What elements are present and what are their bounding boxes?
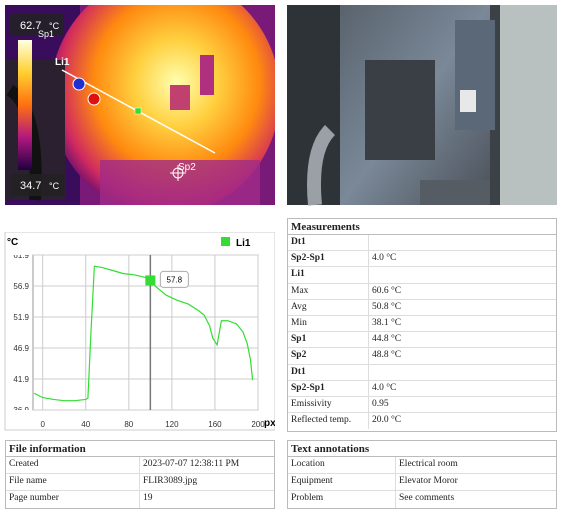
row-value: 0.95 xyxy=(372,398,389,409)
table-row: File name FLIR3089.jpg xyxy=(6,474,274,491)
table-row: Dt1 xyxy=(288,364,556,381)
legend-label: Li1 xyxy=(236,238,251,249)
table-row: Dt1 xyxy=(288,235,556,252)
table-row: Location Electrical room xyxy=(288,457,556,474)
row-label: Page number xyxy=(6,491,140,508)
table-title: File information xyxy=(6,441,274,457)
profile-line xyxy=(33,265,254,402)
x-tick-label: 200 xyxy=(251,420,265,429)
spot-label: Sp1 xyxy=(38,29,54,39)
table-row: Reflected temp. 20.0 °C xyxy=(288,413,556,430)
row-label: Sp2 xyxy=(288,348,369,364)
row-label: Sp1 xyxy=(288,332,369,348)
row-label: Avg xyxy=(288,299,369,315)
row-label: Li1 xyxy=(288,267,369,283)
x-tick-label: 80 xyxy=(124,420,133,429)
cursor-label: 57.8 xyxy=(167,275,183,284)
scale-max: 62.7 xyxy=(20,20,41,32)
table-row: Created 2023-07-07 12:38:11 PM xyxy=(6,457,274,474)
row-value: 60.6 °C xyxy=(372,285,402,296)
row-value: 19 xyxy=(143,493,153,503)
text-annotations-table: Text annotations Location Electrical room E… xyxy=(287,440,557,509)
row-label: Dt1 xyxy=(288,364,369,380)
scale-unit: °C xyxy=(49,181,60,191)
row-label: Reflected temp. xyxy=(288,413,369,430)
x-tick-label: 0 xyxy=(40,420,45,429)
table-row: Sp2-Sp1 4.0 °C xyxy=(288,251,556,268)
report-graphics: 62.7 °C 34.7 °C Sp1 Li1 Sp2 xyxy=(5,5,557,206)
table-row: Max 60.6 °C xyxy=(288,283,556,300)
spot-label: Sp2 xyxy=(178,162,196,173)
legend-swatch xyxy=(221,237,230,246)
line-label: Li1 xyxy=(55,57,70,68)
row-value: 38.1 °C xyxy=(372,317,402,328)
table-row: Sp2 48.8 °C xyxy=(288,348,556,365)
table-row: Page number 19 xyxy=(6,491,274,508)
row-value: Elevator Moror xyxy=(399,476,458,486)
x-axis-label: px xyxy=(264,418,275,429)
row-label: Max xyxy=(288,283,369,299)
y-tick-label: 36.9 xyxy=(13,406,29,415)
measurements-table: Measurements Dt1 Sp2-Sp1 4.0 °C Li1 Max 60.6 °… xyxy=(287,218,557,432)
x-tick-label: 40 xyxy=(81,420,90,429)
row-value: 48.8 °C xyxy=(372,350,402,361)
scale-unit: °C xyxy=(49,21,60,31)
y-tick-label: 56.9 xyxy=(13,282,29,291)
row-label: Problem xyxy=(288,491,396,508)
row-label: Min xyxy=(288,315,369,332)
row-label: Created xyxy=(6,457,140,473)
y-tick-label: 51.9 xyxy=(13,313,29,322)
table-row: Min 38.1 °C xyxy=(288,315,556,333)
profile-chart: °C px 36.9 41.9 46.9 51.9 56.9 61.9 0 40 80 120 16… xyxy=(4,232,275,431)
row-value: See comments xyxy=(399,493,455,503)
table-row: Equipment Elevator Moror xyxy=(288,474,556,491)
row-label: File name xyxy=(6,474,140,490)
row-label: Dt1 xyxy=(288,235,369,251)
row-value: 50.8 °C xyxy=(372,301,402,312)
row-value: Electrical room xyxy=(399,459,458,469)
table-row: Li1 xyxy=(288,267,556,284)
scale-min: 34.7 xyxy=(20,180,41,192)
table-title: Text annotations xyxy=(288,441,556,457)
thermal-image: 62.7 °C 34.7 °C Sp1 Li1 Sp2 xyxy=(5,5,275,205)
x-tick-label: 120 xyxy=(165,420,179,429)
cursor-label-box xyxy=(159,270,189,288)
row-label: Equipment xyxy=(288,474,396,490)
row-value: 44.8 °C xyxy=(372,334,402,345)
table-row: Problem See comments xyxy=(288,491,556,508)
file-information-table: File information Created 2023-07-07 12:38:… xyxy=(5,440,275,509)
row-value: 2023-07-07 12:38:11 PM xyxy=(143,459,240,469)
y-tick-label: 61.9 xyxy=(13,251,29,260)
table-row: Sp1 44.8 °C xyxy=(288,332,556,349)
x-tick-label: 160 xyxy=(208,420,222,429)
row-label: Emissivity xyxy=(288,396,369,413)
table-title: Measurements xyxy=(288,219,556,235)
row-value: 4.0 °C xyxy=(372,253,397,264)
row-value: 20.0 °C xyxy=(372,415,402,426)
row-label: Location xyxy=(288,457,396,473)
row-label: Sp2-Sp1 xyxy=(288,380,369,396)
y-tick-label: 46.9 xyxy=(13,344,29,353)
y-axis-label: °C xyxy=(7,237,18,248)
table-row: Sp2-Sp1 4.0 °C xyxy=(288,380,556,397)
row-label: Sp2-Sp1 xyxy=(288,251,369,267)
y-tick-label: 41.9 xyxy=(13,375,29,384)
table-row: Avg 50.8 °C xyxy=(288,299,556,316)
table-row: Emissivity 0.95 xyxy=(288,396,556,414)
cursor-marker xyxy=(145,275,156,286)
row-value: 4.0 °C xyxy=(372,382,397,393)
row-value: FLIR3089.jpg xyxy=(143,476,198,486)
visual-image xyxy=(287,5,557,206)
tick-labels: 36.9 41.9 46.9 51.9 56.9 61.9 xyxy=(13,251,29,415)
